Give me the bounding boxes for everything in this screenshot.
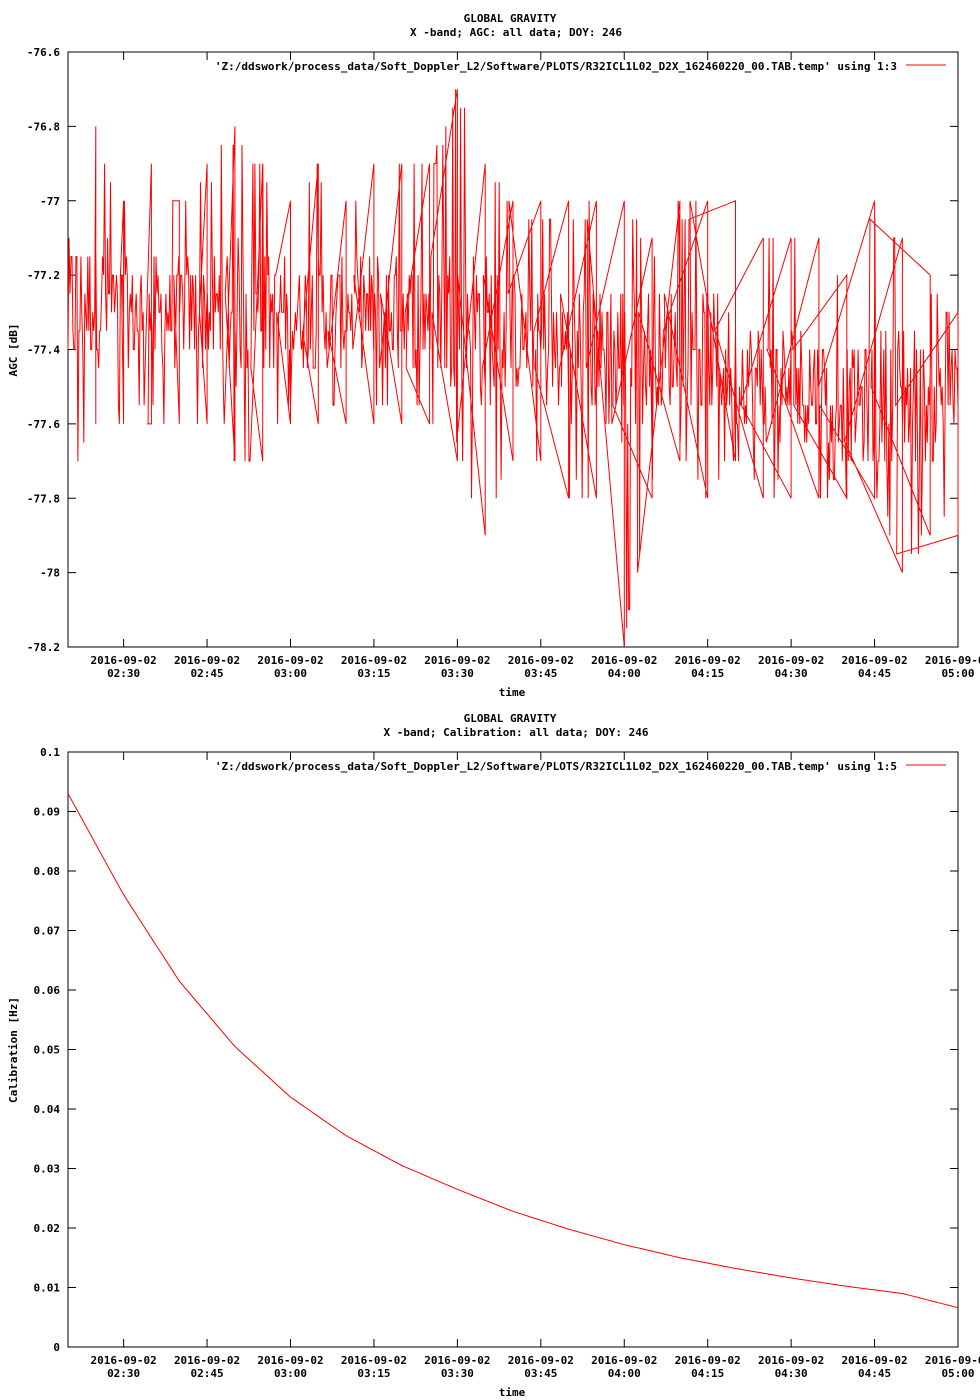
x-tick-date: 2016-09-02	[591, 1354, 657, 1367]
x-tick-time: 03:00	[274, 667, 307, 680]
x-tick-date: 2016-09-02	[758, 654, 824, 667]
x-tick-date: 2016-09-02	[925, 1354, 980, 1367]
y-axis-label: Calibration [Hz]	[7, 997, 20, 1103]
x-tick-date: 2016-09-02	[841, 654, 907, 667]
x-tick-date: 2016-09-02	[925, 654, 980, 667]
x-tick-date: 2016-09-02	[341, 654, 407, 667]
y-tick-label: 0.1	[40, 746, 60, 759]
x-tick-time: 05:00	[941, 667, 974, 680]
chart-subtitle: X -band; AGC: all data; DOY: 246	[410, 26, 622, 39]
x-axis-label: time	[499, 1386, 526, 1399]
x-tick-time: 05:00	[941, 1367, 974, 1380]
chart-title: GLOBAL GRAVITY	[464, 712, 557, 725]
y-tick-label: 0.01	[34, 1282, 61, 1295]
x-tick-time: 04:30	[775, 667, 808, 680]
x-tick-time: 04:45	[858, 1367, 891, 1380]
x-tick-date: 2016-09-02	[841, 1354, 907, 1367]
x-axis: 2016-09-0202:302016-09-0202:452016-09-02…	[91, 52, 980, 680]
y-tick-label: -76.6	[27, 46, 60, 59]
x-tick-time: 03:45	[524, 667, 557, 680]
x-tick-date: 2016-09-02	[675, 654, 741, 667]
series-line	[67, 89, 959, 648]
chart-subtitle: X -band; Calibration: all data; DOY: 246	[384, 726, 649, 739]
x-tick-time: 04:00	[608, 1367, 641, 1380]
x-tick-time: 04:15	[691, 1367, 724, 1380]
y-tick-label: -77.2	[27, 269, 60, 282]
legend-label: 'Z:/ddswork/process_data/Soft_Doppler_L2…	[215, 760, 897, 773]
x-tick-date: 2016-09-02	[424, 654, 490, 667]
x-tick-date: 2016-09-02	[257, 1354, 323, 1367]
y-tick-label: -77.4	[27, 344, 60, 357]
x-tick-date: 2016-09-02	[675, 1354, 741, 1367]
x-tick-time: 03:45	[524, 1367, 557, 1380]
y-tick-label: -78.2	[27, 641, 60, 654]
y-tick-label: -77.8	[27, 492, 60, 505]
x-tick-date: 2016-09-02	[257, 654, 323, 667]
y-tick-label: 0.03	[34, 1163, 61, 1176]
series-lines	[67, 793, 959, 1309]
series-lines	[67, 89, 959, 648]
x-tick-date: 2016-09-02	[591, 654, 657, 667]
y-tick-label: 0	[53, 1341, 60, 1354]
x-axis: 2016-09-0202:302016-09-0202:452016-09-02…	[91, 752, 980, 1380]
calibration-chart: GLOBAL GRAVITY X -band; Calibration: all…	[7, 712, 980, 1399]
x-tick-date: 2016-09-02	[174, 654, 240, 667]
series-line	[67, 793, 959, 1309]
x-tick-time: 04:45	[858, 667, 891, 680]
x-tick-time: 03:15	[357, 667, 390, 680]
x-tick-date: 2016-09-02	[91, 1354, 157, 1367]
x-tick-time: 02:30	[107, 1367, 140, 1380]
chart-title: GLOBAL GRAVITY	[464, 12, 557, 25]
x-tick-time: 03:15	[357, 1367, 390, 1380]
x-tick-time: 03:30	[441, 667, 474, 680]
y-tick-label: 0.07	[34, 925, 61, 938]
x-tick-date: 2016-09-02	[508, 654, 574, 667]
x-tick-time: 03:00	[274, 1367, 307, 1380]
legend-label: 'Z:/ddswork/process_data/Soft_Doppler_L2…	[215, 60, 897, 73]
x-tick-date: 2016-09-02	[424, 1354, 490, 1367]
x-tick-date: 2016-09-02	[341, 1354, 407, 1367]
y-axis: 0.1 0.09 0.08 0.07 0.06 0.05 0.04 0.03 0.02 0.01 0	[34, 746, 958, 1354]
y-tick-label: 0.09	[34, 806, 61, 819]
y-tick-label: 0.04	[34, 1103, 61, 1116]
x-tick-time: 02:30	[107, 667, 140, 680]
x-tick-time: 03:30	[441, 1367, 474, 1380]
y-tick-label: -78	[40, 567, 60, 580]
agc-chart: GLOBAL GRAVITY X -band; AGC: all data; D…	[7, 12, 980, 699]
y-tick-label: 0.08	[34, 865, 61, 878]
x-tick-time: 04:00	[608, 667, 641, 680]
plot-border	[67, 751, 959, 1348]
y-axis-label: AGC [dB]	[7, 324, 20, 377]
x-tick-time: 04:15	[691, 667, 724, 680]
x-tick-date: 2016-09-02	[508, 1354, 574, 1367]
y-tick-label: 0.05	[34, 1044, 61, 1057]
y-tick-label: -77.6	[27, 418, 60, 431]
x-tick-time: 04:30	[775, 1367, 808, 1380]
x-tick-date: 2016-09-02	[758, 1354, 824, 1367]
x-tick-date: 2016-09-02	[174, 1354, 240, 1367]
y-tick-label: 0.02	[34, 1222, 61, 1235]
y-tick-label: -76.8	[27, 120, 60, 133]
x-tick-time: 02:45	[191, 1367, 224, 1380]
y-tick-label: 0.06	[34, 984, 61, 997]
x-axis-label: time	[499, 686, 526, 699]
x-tick-time: 02:45	[191, 667, 224, 680]
plot-frame	[67, 751, 959, 1348]
y-tick-label: -77	[40, 195, 60, 208]
x-tick-date: 2016-09-02	[91, 654, 157, 667]
